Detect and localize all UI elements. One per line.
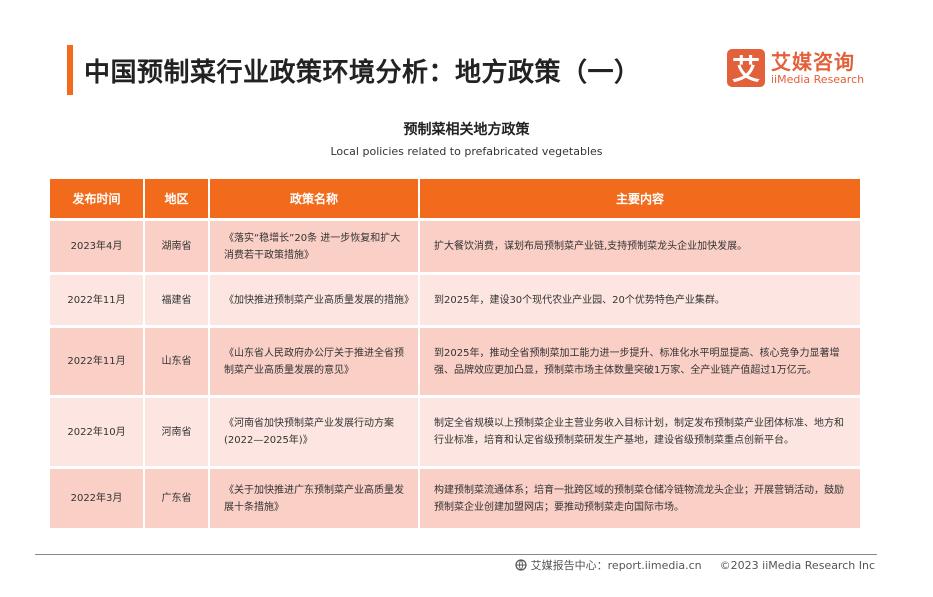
- cell-policy-name: 《关于加快推进广东预制菜产业高质量发展十条措施》: [210, 469, 420, 528]
- cell-policy-name: 《落实“稳增长”20条 进一步恢复和扩大消费若干政策措施》: [210, 221, 420, 272]
- cell-region: 广东省: [145, 469, 210, 528]
- footer-source: 艾媒报告中心：report.iimedia.cn: [530, 559, 702, 572]
- table-row: 2023年4月 湖南省 《落实“稳增长”20条 进一步恢复和扩大消费若干政策措施》扩…: [50, 221, 860, 272]
- table-row: 2022年11月 福建省 《加快推进预制菜产业高质量发展的措施》 到2025年，建设3…: [50, 275, 860, 325]
- table-header: 发布时间 地区 政策名称 主要内容: [50, 179, 860, 218]
- cell-region: 湖南省: [145, 221, 210, 272]
- column-header: 发布时间: [50, 179, 145, 218]
- globe-icon: [515, 559, 527, 571]
- footer: 艾媒报告中心：report.iimedia.cn ©2023 iiMedia R…: [515, 557, 875, 573]
- cell-date: 2022年11月: [50, 328, 145, 395]
- column-header: 地区: [145, 179, 210, 218]
- footer-divider: [35, 554, 877, 555]
- logo-mark: 艾: [727, 49, 765, 87]
- cell-content: 扩大餐饮消费，谋划布局预制菜产业链,支持预制菜龙头企业加快发展。: [420, 221, 860, 272]
- table-subtitle: Local policies related to prefabricated …: [330, 145, 603, 158]
- logo-cn: 艾媒咨询: [771, 49, 855, 74]
- table-title: 预制菜相关地方政策: [403, 122, 530, 138]
- cell-content: 构建预制菜流通体系；培育一批跨区域的预制菜仓储冷链物流龙头企业；开展营销活动，鼓…: [420, 469, 860, 528]
- footer-copyright: ©2023 iiMedia Research Inc: [719, 558, 875, 572]
- policy-table: 发布时间 地区 政策名称 主要内容 2023年4月 湖南省 《落实“稳增长”20条 …: [50, 176, 860, 531]
- logo-en: iiMedia Research: [771, 72, 865, 86]
- cell-region: 福建省: [145, 275, 210, 325]
- cell-policy-name: 《河南省加快预制菜产业发展行动方案(2022—2025年)》: [210, 398, 420, 466]
- logo: 艾 艾媒咨询 iiMedia Research: [727, 49, 864, 87]
- cell-content: 制定全省规模以上预制菜企业主营业务收入目标计划，制定发布预制菜产业团体标准、地方…: [420, 398, 860, 466]
- column-header: 政策名称: [210, 179, 420, 218]
- cell-date: 2022年3月: [50, 469, 145, 528]
- table-row: 2022年11月 山东省 《山东省人民政府办公厅关于推进全省预制菜产业高质量发展的意…: [50, 328, 860, 395]
- cell-content: 到2025年，推动全省预制菜加工能力进一步提升、标准化水平明显提高、核心竞争力显…: [420, 328, 860, 395]
- cell-date: 2022年11月: [50, 275, 145, 325]
- cell-policy-name: 《加快推进预制菜产业高质量发展的措施》: [210, 275, 420, 325]
- cell-policy-name: 《山东省人民政府办公厅关于推进全省预制菜产业高质量发展的意见》: [210, 328, 420, 395]
- title-accent-bar: [67, 45, 73, 95]
- cell-region: 河南省: [145, 398, 210, 466]
- table-row: 2022年10月 河南省 《河南省加快预制菜产业发展行动方案(2022—2025年)…: [50, 398, 860, 466]
- cell-date: 2023年4月: [50, 221, 145, 272]
- cell-date: 2022年10月: [50, 398, 145, 466]
- table-row: 2022年3月 广东省 《关于加快推进广东预制菜产业高质量发展十条措施》 构建预制菜流…: [50, 469, 860, 528]
- column-header: 主要内容: [420, 179, 860, 218]
- cell-content: 到2025年，建设30个现代农业产业园、20个优势特色产业集群。: [420, 275, 860, 325]
- page-title: 中国预制菜行业政策环境分析：地方政策（一）: [84, 58, 641, 88]
- cell-region: 山东省: [145, 328, 210, 395]
